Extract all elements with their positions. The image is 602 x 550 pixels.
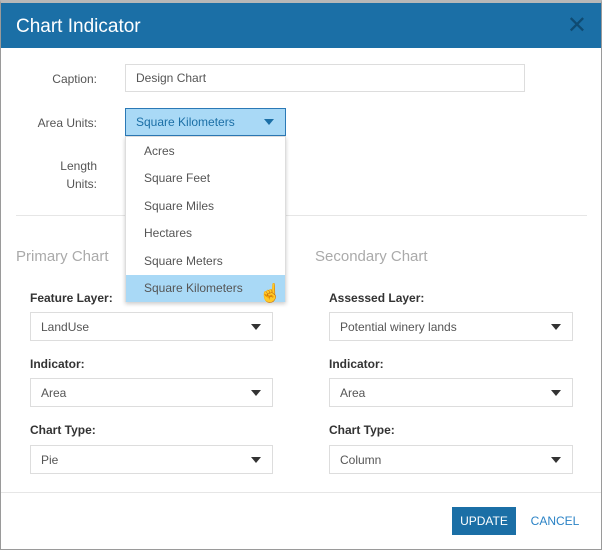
secondary-indicator-label: Indicator: bbox=[329, 357, 384, 371]
chevron-down-icon bbox=[264, 119, 274, 125]
dialog-title: Chart Indicator bbox=[16, 16, 141, 37]
area-units-dropdown: Acres Square Feet Square Miles Hectares … bbox=[125, 136, 286, 302]
assessed-layer-label: Assessed Layer: bbox=[329, 291, 425, 305]
secondary-chart-type-select[interactable]: Column bbox=[329, 445, 573, 474]
cancel-button[interactable]: CANCEL bbox=[530, 514, 580, 528]
primary-chart-type-value: Pie bbox=[41, 452, 59, 467]
primary-chart-title: Primary Chart bbox=[16, 248, 109, 265]
update-button[interactable]: UPDATE bbox=[452, 507, 516, 535]
caption-label: Caption: bbox=[52, 72, 97, 86]
feature-layer-label: Feature Layer: bbox=[30, 291, 113, 305]
secondary-indicator-select[interactable]: Area bbox=[329, 378, 573, 407]
footer-divider bbox=[1, 492, 601, 493]
option-square-miles[interactable]: Square Miles bbox=[144, 198, 215, 213]
option-hectares[interactable]: Hectares bbox=[144, 226, 193, 241]
chevron-down-icon bbox=[551, 389, 561, 396]
feature-layer-value: LandUse bbox=[41, 319, 90, 334]
area-units-select[interactable]: Square Kilometers bbox=[125, 108, 286, 136]
secondary-chart-type-label: Chart Type: bbox=[329, 423, 395, 437]
secondary-chart-title: Secondary Chart bbox=[315, 248, 428, 265]
primary-chart-type-select[interactable]: Pie bbox=[30, 445, 273, 474]
area-units-value: Square Kilometers bbox=[136, 115, 235, 129]
feature-layer-select[interactable]: LandUse bbox=[30, 312, 273, 341]
primary-indicator-select[interactable]: Area bbox=[30, 378, 273, 407]
assessed-layer-select[interactable]: Potential winery lands bbox=[329, 312, 573, 341]
caption-input[interactable]: Design Chart bbox=[125, 64, 525, 92]
secondary-indicator-value: Area bbox=[340, 385, 366, 400]
option-square-kilometers[interactable]: Square Kilometers bbox=[126, 274, 285, 302]
area-units-label: Area Units: bbox=[37, 116, 97, 130]
chevron-down-icon bbox=[251, 456, 261, 463]
dialog-header: Chart Indicator ✕ bbox=[1, 3, 601, 48]
chevron-down-icon bbox=[551, 456, 561, 463]
chevron-down-icon bbox=[251, 389, 261, 396]
length-units-label-2: Units: bbox=[66, 177, 97, 191]
close-icon[interactable]: ✕ bbox=[566, 12, 587, 39]
assessed-layer-value: Potential winery lands bbox=[340, 319, 457, 334]
length-units-label-1: Length bbox=[60, 159, 97, 173]
hand-cursor-icon: ☝ bbox=[259, 283, 282, 303]
primary-indicator-label: Indicator: bbox=[30, 357, 85, 371]
primary-chart-type-label: Chart Type: bbox=[30, 423, 96, 437]
secondary-chart-type-value: Column bbox=[340, 452, 382, 467]
primary-indicator-value: Area bbox=[41, 385, 67, 400]
option-acres[interactable]: Acres bbox=[144, 143, 175, 158]
option-square-meters[interactable]: Square Meters bbox=[144, 253, 223, 268]
chevron-down-icon bbox=[251, 323, 261, 330]
chevron-down-icon bbox=[551, 323, 561, 330]
divider bbox=[16, 215, 587, 216]
option-square-feet[interactable]: Square Feet bbox=[144, 171, 211, 186]
